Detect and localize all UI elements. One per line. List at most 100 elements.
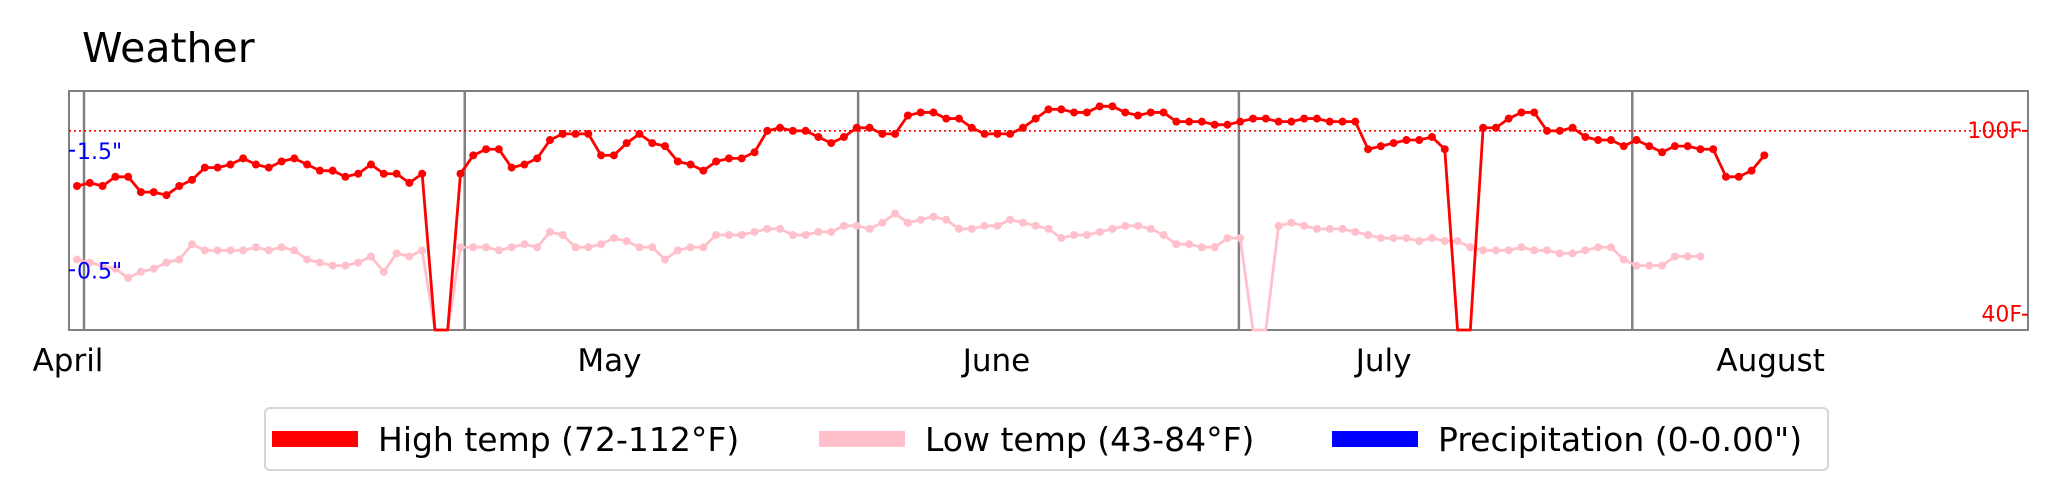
high-temp-point — [1082, 108, 1091, 117]
high-temp-point — [507, 163, 516, 172]
high-temp-point — [354, 169, 363, 178]
low-temp-point — [571, 243, 580, 252]
high-temp-point — [1172, 117, 1181, 126]
low-temp-point — [482, 243, 491, 252]
low-temp-point — [1427, 234, 1436, 243]
low-temp-point — [392, 249, 401, 258]
high-temp-point — [558, 129, 567, 138]
low-temp-point — [73, 255, 81, 264]
low-temp-point — [1197, 243, 1206, 252]
low-temp-point — [1543, 246, 1552, 255]
high-temp-point — [1121, 108, 1130, 117]
low-temp-point — [878, 218, 887, 227]
high-temp-point — [1364, 145, 1373, 154]
high-temp-point — [1415, 136, 1424, 145]
low-temp-point — [712, 231, 721, 240]
high-temp-point — [1006, 129, 1015, 138]
high-temp-point — [865, 123, 874, 132]
legend-item-precipitation: Precipitation (0-0.00") — [1332, 409, 1802, 469]
low-temp-point — [200, 246, 209, 255]
high-temp-point — [1223, 120, 1232, 129]
high-temp-point — [878, 129, 887, 138]
low-temp-point — [494, 246, 503, 255]
high-temp-point — [520, 160, 529, 169]
high-temp-point — [1031, 114, 1040, 123]
precip-tick-label: 1.5" — [77, 140, 122, 165]
high-temp-point — [712, 157, 721, 166]
high-temp-point — [200, 163, 209, 172]
low-temp-point — [456, 243, 465, 252]
high-temp-point — [1402, 136, 1411, 145]
low-temp-point — [865, 224, 874, 233]
low-temp-point — [1223, 234, 1232, 243]
low-temp-point — [648, 243, 657, 252]
low-temp-point — [1594, 243, 1603, 252]
high-temp-point — [597, 151, 606, 160]
low-temp-point — [1121, 221, 1130, 230]
low-temp-point — [1632, 261, 1641, 270]
low-temp-point — [750, 227, 759, 236]
low-temp-point — [251, 243, 260, 252]
low-temp-point — [162, 258, 171, 267]
legend-label-high-temp: High temp (72-112°F) — [378, 419, 740, 459]
high-temp-point — [456, 169, 465, 178]
low-temp-point — [1376, 234, 1385, 243]
high-temp-point — [942, 114, 951, 123]
low-temp-point — [507, 243, 516, 252]
high-temp-point — [1530, 108, 1539, 117]
x-tick-label: July — [1354, 343, 1412, 379]
high-temp-point — [175, 181, 184, 190]
high-temp-point — [1696, 145, 1705, 154]
low-temp-point — [1057, 234, 1066, 243]
high-temp-point — [136, 188, 145, 197]
low-temp-point — [1466, 243, 1475, 252]
high-temp-point — [149, 188, 158, 197]
high-temp-point — [1632, 136, 1641, 145]
high-temp-point — [73, 181, 81, 190]
low-temp-point — [98, 261, 107, 270]
low-temp-point — [967, 224, 976, 233]
high-temp-point — [955, 114, 964, 123]
high-temp-point — [1146, 108, 1155, 117]
high-temp-point — [814, 132, 823, 141]
high-temp-point — [469, 151, 478, 160]
high-temp-point — [1721, 172, 1730, 181]
high-temp-point — [584, 129, 593, 138]
legend-swatch-high-temp — [272, 431, 358, 447]
low-temp-point — [942, 215, 951, 224]
high-temp-point — [724, 154, 733, 163]
low-temp-point — [724, 231, 733, 240]
high-temp-point — [635, 129, 644, 138]
high-temp-point — [980, 129, 989, 138]
high-temp-point — [188, 175, 197, 184]
high-temp-point — [392, 169, 401, 178]
low-temp-point — [469, 243, 478, 252]
high-temp-point — [111, 172, 120, 181]
high-temp-point — [750, 148, 759, 157]
high-temp-point — [303, 160, 312, 169]
low-temp-point — [1236, 234, 1245, 243]
high-temp-point — [494, 145, 503, 154]
high-temp-point — [1274, 117, 1283, 126]
x-tick-label: June — [961, 343, 1031, 379]
high-temp-point — [213, 163, 222, 172]
high-temp-point — [85, 178, 94, 187]
high-temp-point — [239, 154, 248, 163]
high-temp-point — [801, 126, 810, 135]
low-temp-point — [315, 258, 324, 267]
low-temp-point — [545, 227, 554, 236]
low-temp-point — [213, 246, 222, 255]
high-temp-point — [1683, 142, 1692, 151]
low-temp-point — [1568, 249, 1577, 258]
low-temp-point — [993, 221, 1002, 230]
high-temp-point — [545, 136, 554, 145]
high-temp-point — [290, 154, 299, 163]
low-temp-point — [1658, 261, 1667, 270]
high-temp-point — [1760, 151, 1769, 160]
low-temp-point — [1479, 246, 1488, 255]
low-temp-point — [1670, 252, 1679, 261]
legend-item-high-temp: High temp (72-112°F) — [272, 409, 739, 469]
x-tick-label: April — [33, 343, 104, 379]
high-temp-point — [648, 139, 657, 148]
